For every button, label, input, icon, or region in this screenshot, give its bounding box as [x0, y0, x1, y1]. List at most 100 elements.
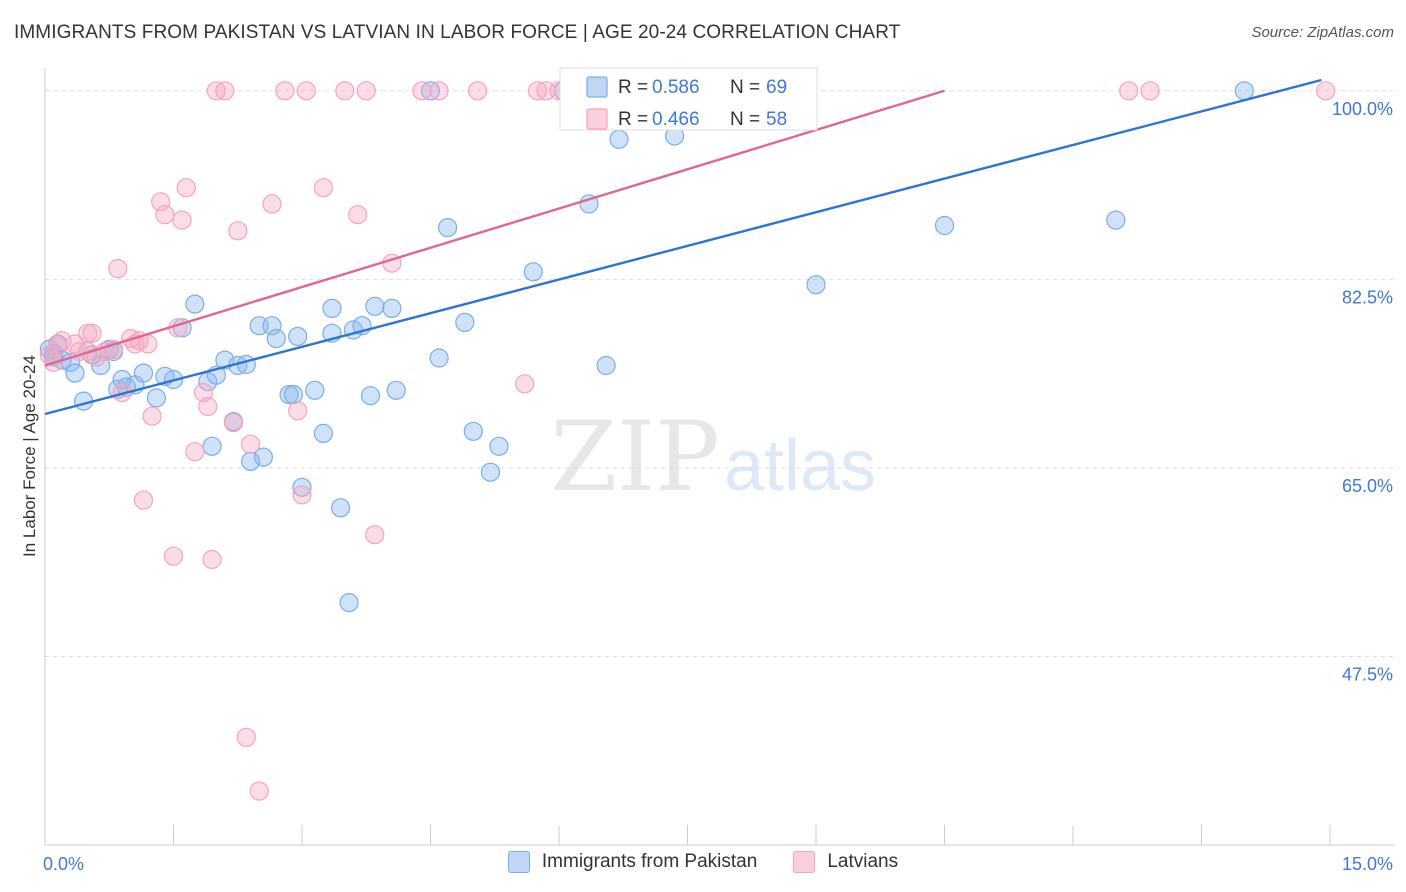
data-point-latvians	[1119, 81, 1139, 101]
data-point-pakistan	[382, 298, 402, 318]
data-point-latvians	[202, 549, 222, 570]
x-tick-label: 15.0%	[1342, 854, 1393, 874]
x-tick-label: 0.0%	[43, 854, 84, 874]
data-point-latvians	[236, 727, 256, 747]
legend-label-pakistan: Immigrants from Pakistan	[541, 851, 758, 872]
data-point-pakistan	[609, 129, 629, 149]
data-point-latvians	[356, 81, 376, 101]
data-point-latvians	[215, 81, 235, 101]
data-point-latvians	[515, 374, 535, 394]
data-point-latvians	[82, 323, 102, 343]
data-point-pakistan	[480, 462, 501, 482]
data-point-latvians	[468, 81, 488, 101]
legend-swatch	[586, 76, 608, 98]
data-point-pakistan	[283, 385, 303, 405]
data-point-latvians	[1140, 81, 1160, 101]
data-point-latvians	[292, 485, 312, 505]
data-point-pakistan	[360, 386, 381, 406]
data-point-latvians	[228, 221, 248, 241]
legend-r-value: 0.586	[652, 77, 700, 98]
legend-n-label: N =	[730, 109, 760, 130]
data-point-pakistan	[455, 312, 475, 332]
data-point-latvians	[78, 323, 98, 343]
data-point-latvians	[313, 178, 333, 198]
chart-title: IMMIGRANTS FROM PAKISTAN VS LATVIAN IN L…	[14, 22, 901, 43]
data-point-pakistan	[386, 380, 406, 400]
data-point-pakistan	[279, 385, 299, 405]
trend-layer	[44, 78, 1322, 416]
data-point-latvians	[429, 81, 449, 101]
data-point-latvians	[142, 406, 162, 426]
data-point-latvians	[335, 81, 355, 101]
data-point-latvians	[412, 81, 432, 101]
data-point-pakistan	[146, 388, 166, 408]
legend-n-label: N =	[730, 77, 760, 98]
legend-swatch	[586, 108, 608, 130]
data-point-latvians	[138, 334, 158, 354]
bottom-legend: Immigrants from Pakistan Latvians	[0, 851, 1406, 873]
data-point-pakistan	[65, 363, 85, 383]
data-point-pakistan	[339, 592, 359, 613]
data-point-pakistan	[305, 380, 325, 400]
top-legend: R = 0.586 N = 69 R = 0.466 N = 58	[559, 67, 818, 131]
legend-swatch-pakistan	[507, 851, 530, 873]
axes-layer: 47.5% 65.0% 82.5% 100.0% 0.0% 15.0%	[43, 68, 1395, 874]
data-point-latvians	[223, 413, 244, 433]
y-tick-label: 100.0%	[1332, 99, 1393, 119]
data-point-pakistan	[266, 329, 286, 349]
y-tick-label: 82.5%	[1342, 287, 1393, 307]
watermark-zip: ZIP	[550, 401, 719, 513]
data-point-pakistan	[253, 447, 273, 467]
data-point-latvians	[176, 178, 196, 198]
data-point-latvians	[249, 781, 269, 801]
data-point-latvians	[163, 546, 184, 566]
data-point-latvians	[198, 396, 218, 417]
data-point-latvians	[108, 259, 128, 279]
y-axis-label: In Labor Force | Age 20-24	[20, 355, 39, 557]
watermark-atlas: atlas	[724, 426, 876, 506]
legend-label-latvians: Latvians	[827, 851, 899, 872]
legend-r-value: 0.466	[652, 109, 700, 130]
legend-item-pakistan: Immigrants from Pakistan	[507, 851, 758, 873]
trend-line-pakistan	[44, 78, 1322, 416]
data-point-pakistan	[596, 355, 616, 376]
data-point-pakistan	[288, 326, 308, 346]
data-point-latvians	[185, 442, 205, 462]
source-label: Source: ZipAtlas.com	[1251, 24, 1394, 41]
data-point-pakistan	[202, 436, 222, 456]
data-point-pakistan	[236, 354, 256, 375]
data-point-pakistan	[1106, 210, 1126, 230]
legend-r-label: R =	[618, 109, 648, 130]
data-point-latvians	[275, 81, 295, 101]
data-point-latvians	[241, 434, 261, 454]
data-point-pakistan	[579, 194, 599, 214]
data-point-latvians	[1316, 81, 1336, 101]
y-tick-label: 47.5%	[1342, 664, 1393, 684]
data-point-pakistan	[365, 296, 385, 316]
data-point-pakistan	[322, 298, 342, 318]
data-point-latvians	[365, 525, 385, 545]
data-point-pakistan	[133, 363, 154, 383]
data-point-pakistan	[241, 451, 261, 471]
data-point-latvians	[296, 81, 316, 101]
data-point-pakistan	[489, 436, 509, 456]
data-point-pakistan	[934, 215, 955, 236]
data-point-latvians	[262, 194, 282, 214]
data-point-pakistan	[438, 218, 458, 238]
y-tick-label: 65.0%	[1342, 476, 1393, 496]
data-point-pakistan	[429, 348, 449, 368]
data-point-latvians	[288, 401, 308, 421]
data-point-pakistan	[313, 423, 333, 443]
data-point-pakistan	[463, 421, 483, 441]
legend-n-value: 58	[766, 109, 787, 130]
data-point-pakistan	[806, 275, 826, 295]
data-point-pakistan	[331, 498, 351, 518]
data-point-pakistan	[523, 262, 543, 282]
legend-r-label: R =	[618, 77, 648, 98]
data-point-latvians	[133, 490, 154, 510]
data-point-pakistan	[185, 294, 205, 314]
data-point-latvians	[155, 205, 175, 225]
data-point-latvians	[348, 205, 368, 225]
data-point-pakistan	[292, 477, 312, 497]
